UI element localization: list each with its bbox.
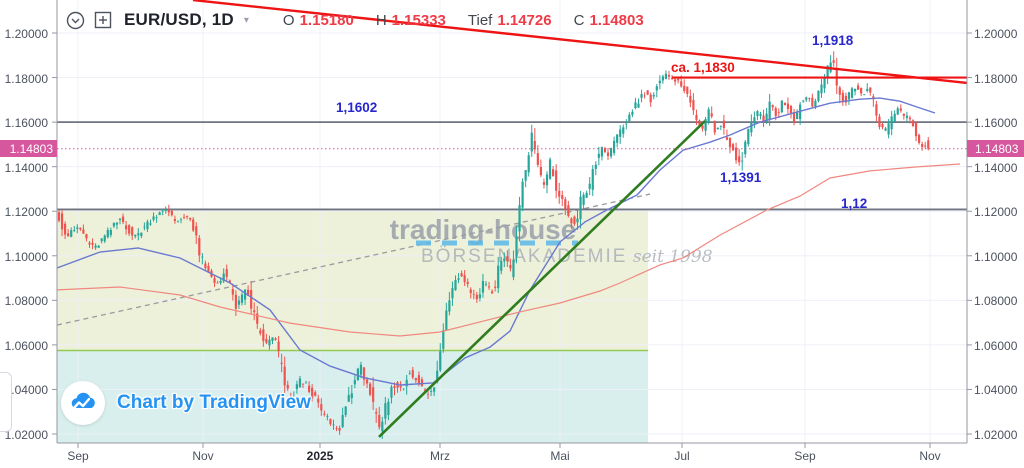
price-axis-label: 1.06000	[974, 338, 1018, 353]
open-label: O	[282, 11, 295, 29]
high-value: 1.15333	[391, 11, 446, 29]
high-label: H	[375, 11, 387, 29]
moving-average-fast[interactable]	[57, 97, 936, 386]
time-axis-label: Jul	[674, 449, 690, 463]
price-axis-label: 1.16000	[974, 116, 1018, 131]
price-axis-label: 1.12000	[974, 205, 1018, 220]
price-annotation[interactable]: 1,1602	[336, 100, 378, 115]
axes	[52, 0, 972, 448]
watermark-academy: BÖRSENAKADEMIE seit 1998	[421, 246, 713, 267]
shaded-region	[57, 209, 648, 351]
drawing-toolbar-fragment[interactable]	[0, 372, 12, 432]
dashed-trendline[interactable]	[57, 193, 651, 326]
watermark-brand: trading-house	[390, 214, 577, 245]
price-axis-label: 1.16000	[4, 116, 48, 131]
attribution-text[interactable]: Chart by TradingView	[117, 392, 311, 413]
price-annotation[interactable]: 1,12	[841, 196, 868, 211]
price-axis-label: 1.04000	[974, 383, 1018, 398]
chevron-down-icon[interactable]: ▾	[243, 14, 249, 26]
gridlines	[57, 0, 967, 443]
low-label: Tief	[467, 11, 493, 29]
close-value: 1.14803	[589, 11, 644, 29]
price-axis-label: 1.14000	[4, 160, 48, 175]
low-value: 1.14726	[497, 11, 552, 29]
chart-header: EUR/USD, 1D ▾ O 1.15180 H 1.15333 Tief 1…	[66, 8, 658, 32]
time-axis-label: Nov	[192, 449, 214, 463]
tradingview-logo-icon[interactable]	[61, 381, 105, 425]
watermark-since: seit 1998	[627, 247, 712, 267]
time-axis-label: Nov	[919, 449, 941, 463]
price-axis-label: 1.14000	[974, 160, 1018, 175]
price-axis-label: 1.10000	[4, 249, 48, 264]
time-axis-label: Mai	[550, 449, 570, 463]
price-axis-label: 1.08000	[974, 294, 1018, 309]
price-axis-label: 1.20000	[974, 27, 1018, 41]
ohlc-high: H 1.15333	[376, 12, 446, 29]
descending-trendline[interactable]	[192, 0, 967, 85]
price-axis-label: 1.10000	[974, 249, 1018, 264]
price-axis-label: 1.20000	[4, 27, 48, 41]
open-value: 1.15180	[299, 11, 354, 29]
symbol-search-icon[interactable]	[66, 11, 85, 30]
price-axis-label: 1.04000	[4, 383, 48, 398]
time-axis-label: Sep	[67, 449, 89, 463]
ohlc-low: Tief 1.14726	[468, 12, 552, 29]
price-axis-label: 1.02000	[4, 428, 48, 442]
tradingview-attribution[interactable]: Chart by TradingView	[61, 381, 311, 425]
candlesticks	[57, 51, 930, 439]
last-price-badge-right: 1.14803	[967, 140, 1024, 157]
price-annotation[interactable]: ca. 1,1830	[671, 60, 735, 75]
price-annotation[interactable]: 1,1918	[812, 33, 854, 48]
last-price-badge-left: 1.14803	[0, 140, 57, 157]
price-axis-label: 1.18000	[4, 71, 48, 86]
ascending-trendline[interactable]	[378, 120, 706, 438]
price-axis-label: 1.02000	[974, 428, 1018, 442]
moving-average-slow[interactable]	[57, 163, 961, 337]
symbol-title[interactable]: EUR/USD, 1D	[124, 10, 234, 29]
add-compare-icon[interactable]	[93, 11, 112, 30]
watermark-group: trading-house BÖRSENAKADEMIE seit 1998	[390, 214, 713, 267]
price-axis-label: 1.18000	[974, 71, 1018, 86]
price-axis-label: 1.12000	[4, 205, 48, 220]
ohlc-open: O 1.15180	[283, 12, 354, 29]
time-axis-label: 2025	[306, 449, 334, 463]
close-label: C	[573, 11, 585, 29]
ohlc-close: C 1.14803	[574, 12, 644, 29]
price-annotation[interactable]: 1,1391	[720, 170, 762, 185]
price-axis-label: 1.06000	[4, 338, 48, 353]
time-axis-label: Sep	[794, 449, 816, 463]
price-axis-label: 1.08000	[4, 294, 48, 309]
time-axis-label: Mrz	[430, 449, 450, 463]
